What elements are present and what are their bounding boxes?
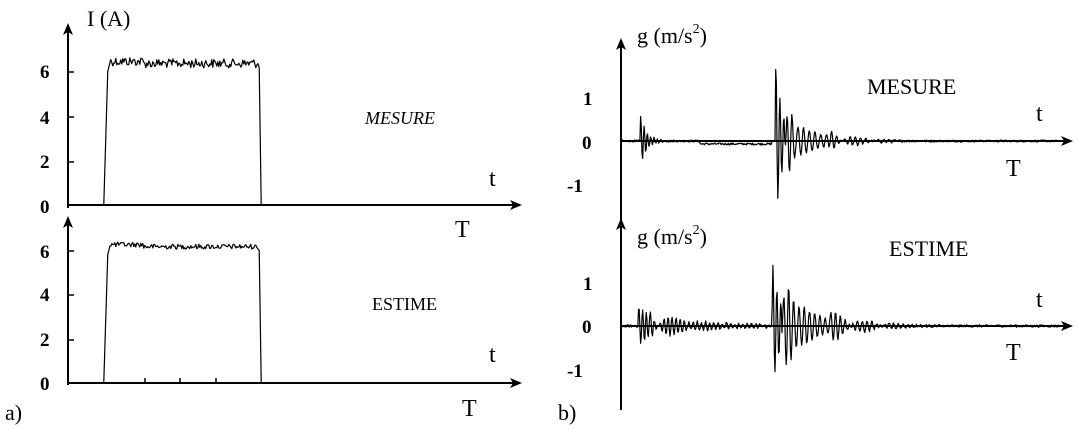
a-bot-current-trace [68,241,515,384]
a-top-current-trace [68,57,515,206]
panel-label-a: a) [5,400,22,425]
a-bot-ytick-6: 6 [40,242,50,263]
a-top-ytick-6: 6 [40,62,50,83]
b-bot-acceleration-trace [620,264,1060,373]
panel-b-top-chart: g (m/s2) 1 0 -1 t T MESURE [567,22,1073,222]
b-top-t-label: t [1036,101,1043,127]
a-top-ytick-2: 2 [40,152,50,173]
a-bot-ytick-2: 2 [40,330,50,351]
b-bot-t-label: t [1036,287,1043,313]
b-bot-T-label: T [1006,340,1021,366]
a-bot-ytick-4: 4 [40,285,50,306]
panel-a-top-chart: I (A) 6 4 2 0 t T MESURE [40,6,522,243]
b-bot-ytick-0: 0 [582,317,592,338]
a-bot-ytick-0: 0 [40,374,50,395]
b-bot-ytick-minus1: -1 [567,361,583,382]
a-top-t-label: t [489,166,496,192]
b-bot-ytick-1: 1 [583,274,593,295]
b-top-ytick-0: 0 [582,133,592,154]
a-bot-T-label: T [462,396,477,422]
b-top-ytick-1: 1 [583,89,593,110]
a-top-ytick-4: 4 [40,108,50,129]
b-top-annotation: MESURE [867,74,956,99]
panel-b-bottom-chart: g (m/s2) 1 0 -1 t T ESTIME [567,218,1073,410]
a-top-annotation: MESURE [364,108,435,128]
b-top-acceleration-trace [620,69,1060,199]
a-bot-annotation: ESTIME [372,294,437,314]
a-top-ytick-0: 0 [40,197,50,218]
b-top-T-label: T [1006,156,1021,182]
a-top-ylabel: I (A) [87,6,130,31]
a-top-T-label: T [455,217,470,243]
b-bot-ylabel: g (m/s2) [637,223,707,249]
b-top-ylabel: g (m/s2) [637,22,707,48]
b-bot-annotation: ESTIME [889,236,968,261]
panel-a-bottom-chart: 6 4 2 0 t T ESTIME [40,216,522,422]
panel-label-b: b) [558,400,576,425]
a-bot-t-label: t [489,342,496,368]
b-top-ytick-minus1: -1 [567,176,583,197]
